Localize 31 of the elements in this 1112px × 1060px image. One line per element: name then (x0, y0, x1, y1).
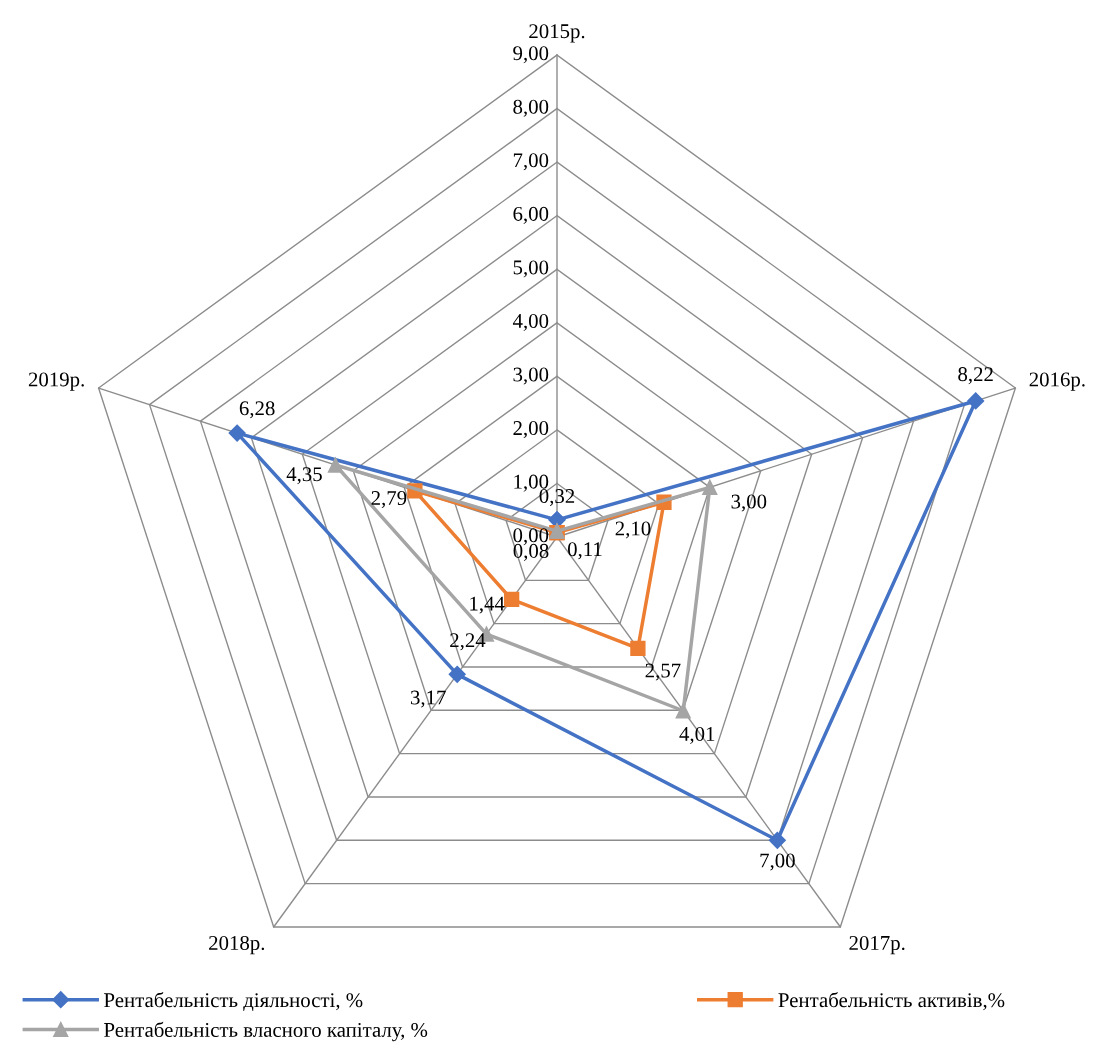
data-label: 3,17 (410, 690, 446, 708)
spoke-label: 2018р. (209, 935, 265, 955)
legend-label: Рентабельність власного капіталу, % (104, 1021, 428, 1042)
data-label: 2,57 (645, 663, 681, 681)
spoke-label: 2016р. (1029, 372, 1085, 391)
y-tick-label: 7,00 (513, 153, 549, 171)
y-tick-label: 5,00 (513, 260, 549, 278)
data-label: 7,00 (760, 853, 795, 871)
data-label: 1,44 (470, 596, 505, 614)
data-label: 2,79 (371, 491, 407, 509)
legend-label: Рентабельність діяльності, % (104, 992, 363, 1012)
y-tick-label: 8,00 (513, 99, 549, 117)
data-label: 0,08 (513, 543, 549, 561)
data-label: 0,11 (567, 542, 602, 560)
y-tick-label: 4,00 (512, 313, 549, 331)
y-tick-label: 0,00 (513, 528, 549, 546)
y-tick-label: 6,00 (513, 206, 549, 224)
spoke-label: 2019р. (28, 372, 84, 391)
data-label: 4,01 (679, 726, 715, 744)
y-tick-label: 2,00 (513, 421, 549, 439)
data-label: 2,10 (615, 521, 651, 539)
data-label: 2,24 (450, 633, 486, 651)
data-label: 6,28 (239, 401, 275, 419)
y-tick-label: 3,00 (513, 367, 549, 385)
spoke-label: 2015р. (529, 24, 585, 43)
data-label: 8,22 (958, 367, 993, 385)
legend-label: Рентабельність активів,% (778, 992, 1005, 1011)
data-label: 4,35 (286, 467, 322, 485)
y-tick-label: 9,00 (513, 46, 549, 64)
data-label: 3,00 (731, 494, 767, 512)
spoke-label: 2017р. (849, 935, 905, 955)
